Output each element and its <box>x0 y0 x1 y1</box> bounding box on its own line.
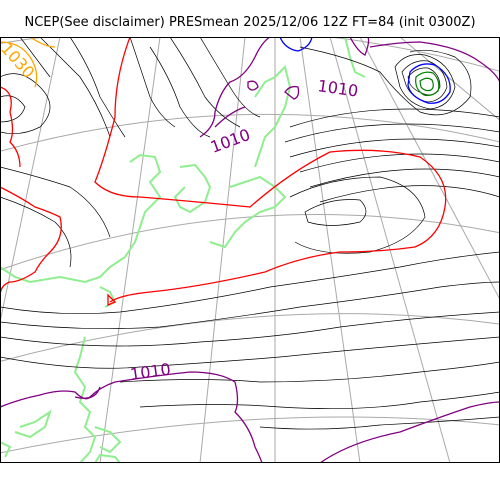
isobar <box>19 37 51 78</box>
isobar <box>199 37 261 118</box>
coastline <box>0 153 162 284</box>
coastline <box>209 175 287 249</box>
pressure-map: 1030 1010 1010 1010 <box>0 37 500 463</box>
isobar-1030 <box>29 37 56 48</box>
isobar-1010 <box>349 37 370 56</box>
isobar <box>0 95 26 123</box>
isobar <box>304 199 367 226</box>
isobars-1010 <box>0 37 500 463</box>
isobar <box>299 153 500 173</box>
isobar-1010 <box>214 106 246 128</box>
isobar-1020 <box>0 86 21 168</box>
isobar-1010 <box>319 401 500 463</box>
isobar <box>149 46 211 138</box>
isobar-1010 <box>199 37 271 138</box>
isobar <box>69 37 126 138</box>
coastline <box>73 336 97 463</box>
map-title: NCEP(See disclaimer) PRESmean 2025/12/06… <box>24 15 476 30</box>
isobar-1030 <box>0 41 38 88</box>
longitude-line <box>359 37 500 301</box>
isobar <box>284 123 500 143</box>
isobar <box>119 361 500 383</box>
coastline <box>14 409 52 439</box>
coastline <box>254 65 292 168</box>
isobars-1030 <box>0 37 56 88</box>
coastline <box>0 441 12 458</box>
isobar <box>259 416 500 430</box>
latitude-line <box>0 416 500 454</box>
isobar <box>39 37 111 138</box>
contour-label-1010-center: 1010 <box>208 125 253 157</box>
isobar-990 <box>415 71 440 97</box>
isobar <box>0 311 500 347</box>
coastline <box>344 37 366 78</box>
isobar <box>0 166 111 238</box>
latitude-line <box>0 313 500 362</box>
isobar <box>0 196 72 268</box>
isobar <box>289 108 500 128</box>
isobar-1020 <box>94 37 447 303</box>
isobar <box>139 391 500 410</box>
isobar-1010 <box>74 386 101 399</box>
isobar-990 <box>419 77 434 92</box>
isobars-thin <box>0 37 500 430</box>
isobar <box>309 168 500 188</box>
longitude-line <box>299 37 361 463</box>
map-canvas: 1030 1010 1010 1010 <box>0 37 500 463</box>
isobar-1010 <box>0 371 263 463</box>
isobar <box>289 176 426 254</box>
isobar-1010 <box>369 41 500 83</box>
longitude-line <box>199 37 246 463</box>
isobar <box>0 73 51 134</box>
isobars-1020 <box>0 37 447 306</box>
isobar <box>169 37 241 128</box>
isobar <box>407 67 441 96</box>
latitude-line <box>0 214 500 271</box>
isobar <box>299 46 472 116</box>
coastline <box>94 453 121 463</box>
isobar-1000 <box>279 37 313 52</box>
longitude-line <box>0 37 61 325</box>
longitude-line <box>399 37 500 121</box>
isobar <box>129 37 176 128</box>
low-pressure-center <box>279 37 451 104</box>
coastline <box>94 426 122 454</box>
coastlines <box>0 37 366 463</box>
isobar <box>289 138 500 158</box>
contour-label-1010-upper-right: 1010 <box>316 76 359 100</box>
isobar <box>394 54 456 110</box>
latitude-line <box>0 37 500 72</box>
isobar-1010 <box>284 85 300 100</box>
isobar <box>319 185 500 203</box>
coastline <box>173 163 212 214</box>
isobar-1000 <box>407 63 451 104</box>
isobar <box>0 281 500 330</box>
isobar <box>0 336 500 369</box>
isobar-1010 <box>247 80 259 91</box>
isobar <box>0 251 500 315</box>
latitude-line <box>0 113 500 152</box>
graticule <box>0 37 500 463</box>
contour-label-1010-lower-left: 1010 <box>129 359 172 383</box>
isobar-1020 <box>107 293 117 306</box>
isobar-1020 <box>0 186 62 298</box>
